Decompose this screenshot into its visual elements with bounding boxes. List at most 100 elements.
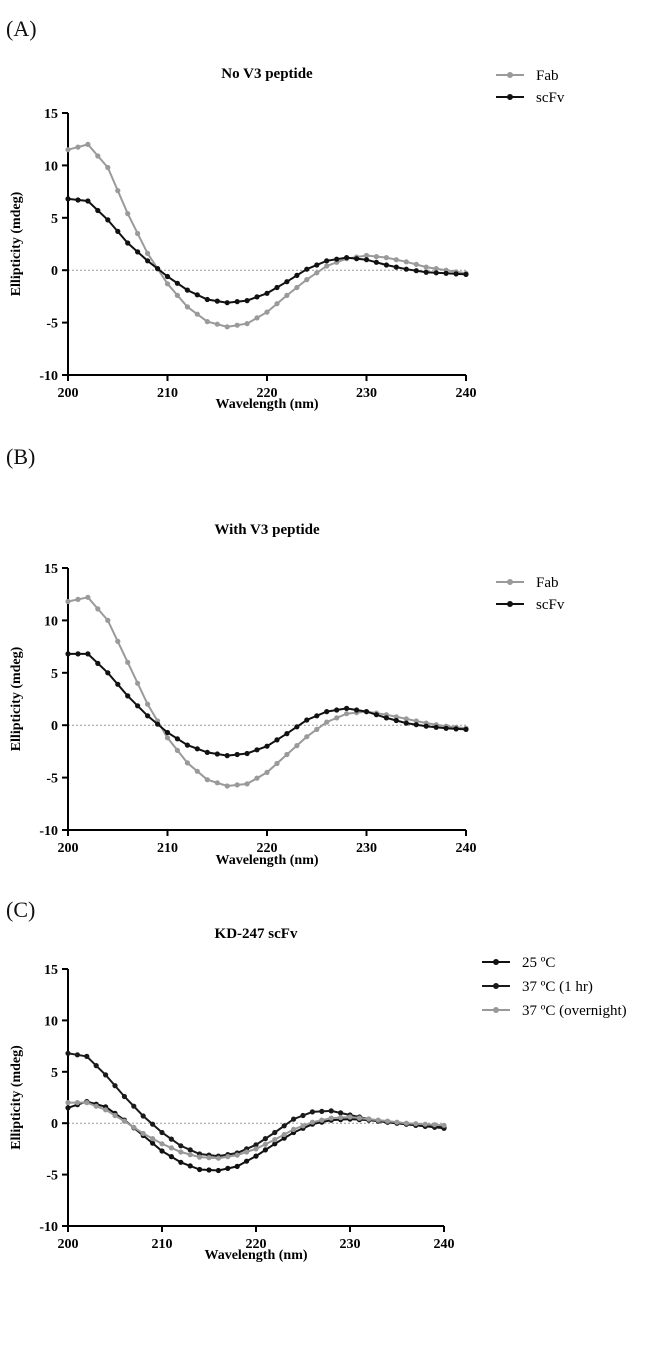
- y-tick-label: -5: [46, 317, 58, 332]
- y-tick-label: 0: [51, 719, 58, 734]
- data-point: [423, 269, 429, 275]
- data-point: [264, 769, 270, 775]
- data-point: [75, 651, 81, 657]
- data-point: [254, 315, 260, 321]
- y-tick-label: 5: [51, 667, 58, 682]
- data-point: [363, 257, 370, 263]
- data-point: [159, 1129, 165, 1136]
- data-point: [304, 734, 310, 740]
- data-point: [262, 1136, 268, 1142]
- data-point: [413, 718, 419, 724]
- data-point: [125, 659, 131, 665]
- data-point: [453, 271, 459, 277]
- series-line-1: [67, 1100, 445, 1172]
- data-point: [174, 280, 180, 286]
- data-point: [314, 262, 320, 268]
- data-point: [159, 1141, 165, 1147]
- data-point: [294, 743, 300, 749]
- data-point: [184, 742, 190, 748]
- panel-b: (B) With V3 peptide 15 10 5 0 -5 -10 200 210 220 2…: [0, 432, 645, 868]
- data-point: [294, 272, 300, 278]
- data-point: [393, 257, 399, 263]
- data-point: [272, 1141, 278, 1147]
- data-point: [314, 713, 320, 719]
- data-point: [74, 1100, 80, 1106]
- data-point: [403, 259, 409, 265]
- data-point: [65, 651, 71, 657]
- data-point: [121, 1118, 127, 1124]
- x-axis-label: Wavelength (nm): [215, 853, 318, 868]
- data-point: [65, 1050, 71, 1056]
- data-point: [125, 240, 131, 246]
- data-point: [105, 617, 111, 623]
- legend-marker: [507, 72, 513, 78]
- data-point: [164, 735, 171, 741]
- y-tick-label: 5: [51, 1066, 58, 1081]
- data-point: [403, 1120, 409, 1126]
- data-point: [215, 1167, 221, 1174]
- data-point: [393, 264, 399, 270]
- data-point: [291, 1116, 297, 1122]
- x-tick-label: 240: [456, 841, 477, 856]
- data-point: [373, 254, 379, 260]
- data-point: [393, 717, 399, 724]
- data-point: [373, 712, 379, 718]
- data-point: [272, 1137, 278, 1143]
- data-point: [354, 256, 360, 262]
- data-point: [366, 1116, 372, 1122]
- series-line-1: [67, 596, 467, 788]
- data-point: [281, 1131, 287, 1138]
- data-point: [324, 719, 330, 725]
- panel-label: (A): [6, 16, 37, 41]
- legend-marker: [507, 94, 513, 100]
- data-point: [150, 1140, 156, 1146]
- legend-marker: [507, 579, 513, 585]
- data-point: [95, 153, 101, 159]
- data-point: [140, 1113, 146, 1119]
- data-point: [394, 1119, 400, 1125]
- data-point: [314, 270, 320, 276]
- data-point: [174, 736, 180, 742]
- data-point: [284, 292, 290, 298]
- data-point: [103, 1072, 109, 1078]
- data-point: [65, 147, 71, 153]
- data-point: [84, 1053, 90, 1059]
- data-point: [168, 1145, 174, 1151]
- y-tick-label: -10: [39, 824, 58, 839]
- data-point: [433, 270, 439, 276]
- data-point: [453, 726, 459, 732]
- y-tick-label: 10: [44, 614, 58, 629]
- data-point: [168, 1154, 174, 1160]
- data-point: [309, 1119, 315, 1125]
- panel-c: (C) KD-247 scFv 15 10 5 0 -5 -10 200 210 220 230 24…: [0, 895, 645, 1351]
- x-tick-label: 210: [157, 841, 178, 856]
- data-point: [463, 271, 469, 277]
- x-tick-label: 240: [434, 1237, 455, 1252]
- data-point: [178, 1159, 184, 1165]
- data-point: [254, 747, 260, 753]
- data-point: [244, 1149, 250, 1155]
- data-point: [304, 717, 310, 723]
- x-tick-label: 200: [58, 841, 79, 856]
- data-point: [135, 230, 141, 237]
- data-point: [274, 760, 280, 767]
- y-tick-label: 5: [51, 212, 58, 227]
- data-point: [204, 319, 210, 325]
- data-point: [187, 1147, 193, 1153]
- data-point: [95, 606, 101, 612]
- data-point: [178, 1149, 184, 1155]
- data-point: [244, 298, 250, 304]
- data-point: [319, 1117, 325, 1123]
- data-point: [145, 701, 151, 707]
- y-tick-label: 0: [51, 264, 58, 279]
- data-point: [254, 294, 260, 300]
- data-point: [174, 292, 180, 298]
- data-point: [204, 749, 210, 755]
- data-point: [174, 747, 180, 753]
- x-tick-label: 220: [257, 386, 278, 401]
- data-point: [383, 715, 389, 721]
- x-tick-label: 200: [58, 386, 79, 401]
- data-point: [224, 783, 230, 789]
